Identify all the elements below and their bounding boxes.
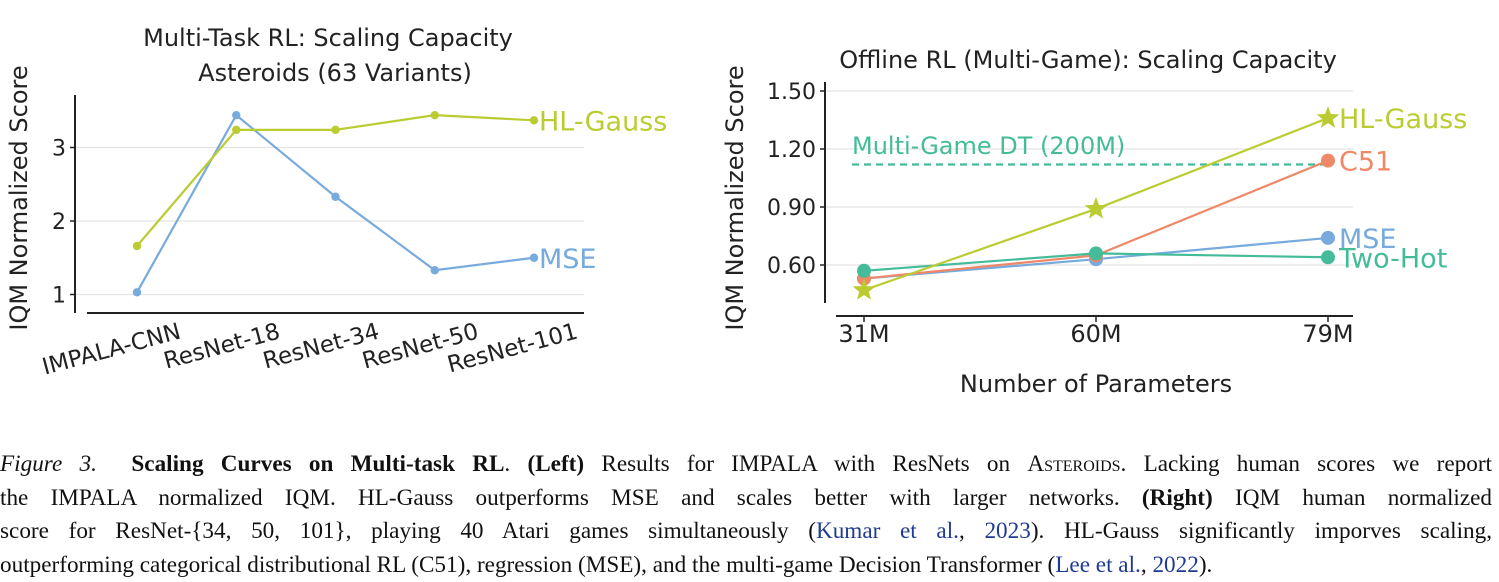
right-series-lines <box>852 106 1340 300</box>
right-point-c51-79m <box>1321 153 1335 168</box>
left-x-ticks: IMPALA-CNNResNet-18ResNet-34ResNet-50Res… <box>40 319 581 381</box>
right-xtick-label-31m: 31M <box>838 320 889 348</box>
right-x-axis-label: Number of Parameters <box>960 370 1232 398</box>
right-xtick-label-79m: 79M <box>1302 320 1353 348</box>
caption-line2-b: IQM human normalized <box>1212 484 1493 511</box>
caption-line-3: score for ResNet-{34, 50, 101}, playing … <box>0 515 1492 549</box>
caption-comma-1: , <box>958 518 985 544</box>
left-point-hl-gauss-resnet-18 <box>232 125 241 135</box>
left-point-mse-resnet-34 <box>331 192 340 201</box>
citation-lee[interactable]: Lee et al. <box>1055 551 1141 578</box>
right-point-hl-gauss-79m <box>1316 106 1340 128</box>
left-point-hl-gauss-impala-cnn <box>132 241 142 251</box>
right-chart-title: Offline RL (Multi-Game): Scaling Capacit… <box>839 46 1337 74</box>
caption-line4-a: outperforming categorical distributional… <box>0 551 1056 578</box>
left-line-hl-gauss <box>136 114 535 247</box>
left-chart-subtitle: Asteroids (63 Variants) <box>198 59 472 87</box>
right-series-labels: MSE C51 Two-Hot HL-Gauss <box>1338 104 1467 274</box>
caption-line2-a: the IMPALA normalized IQM. HL-Gauss outp… <box>0 484 1142 511</box>
left-point-hl-gauss-resnet-50 <box>430 110 439 120</box>
caption-left-text-2: . Lacking human scores we report <box>1120 451 1493 477</box>
left-series-label-mse: MSE <box>539 244 597 275</box>
left-ytick-label-3: 3 <box>52 137 66 162</box>
right-point-mse-79m <box>1321 230 1335 245</box>
caption-asteroids: Asteroids <box>1027 451 1121 477</box>
right-ytick-label-1-50: 1.50 <box>767 80 816 105</box>
right-point-two-hot-60m <box>1089 246 1103 261</box>
caption-line3-a: score for ResNet-{34, 50, 101}, playing … <box>0 518 816 544</box>
caption-line-4: outperforming categorical distributional… <box>0 549 1492 582</box>
right-x-ticks: 31M 60M 79M <box>838 316 1354 348</box>
citation-kumar-year[interactable]: 2023 <box>984 518 1031 544</box>
caption-period: . <box>504 451 511 477</box>
right-series-label-two-hot: Two-Hot <box>1338 243 1447 274</box>
right-series-label-mse: MSE <box>1339 224 1397 255</box>
right-ytick-label-0-90: 0.90 <box>767 196 816 221</box>
left-point-hl-gauss-resnet-101 <box>529 116 539 125</box>
figure-caption: Figure 3. Scaling Curves on Multi-task R… <box>0 448 1492 582</box>
caption-line-1: Figure 3. Scaling Curves on Multi-task R… <box>0 448 1492 482</box>
caption-comma-2: , <box>1140 551 1153 578</box>
caption-left-text-1: Results for IMPALA with ResNets on <box>584 451 1028 477</box>
right-y-axis-label: IQM Normalized Score <box>721 65 749 330</box>
right-grid <box>825 90 1353 266</box>
left-series-labels: MSE HL-Gauss <box>539 106 667 274</box>
left-ytick-label-2: 2 <box>52 210 66 235</box>
left-point-mse-resnet-101 <box>529 253 539 262</box>
left-y-axis-label: IQM Normalized Score <box>5 65 33 330</box>
left-series-label-hl-gauss: HL-Gauss <box>539 106 667 137</box>
right-ytick-label-1-20: 1.20 <box>767 138 816 163</box>
figure: Multi-Task RL: Scaling Capacity Asteroid… <box>5 24 1467 398</box>
caption-line3-b: ). HL-Gauss significantly imporves scali… <box>1030 518 1493 544</box>
citation-lee-year[interactable]: 2022 <box>1152 551 1199 578</box>
caption-right-label: (Right) <box>1141 484 1213 511</box>
right-xtick-label-60m: 60M <box>1070 320 1121 348</box>
caption-figure-label: Figure 3. <box>0 451 97 477</box>
right-point-hl-gauss-60m <box>1084 196 1108 219</box>
left-chart: Multi-Task RL: Scaling Capacity Asteroid… <box>5 24 667 381</box>
reference-line-label: Multi-Game DT (200M) <box>852 132 1125 160</box>
left-y-ticks: 1 2 3 <box>52 137 75 309</box>
left-point-hl-gauss-resnet-34 <box>331 125 340 135</box>
right-series-label-c51: C51 <box>1339 147 1392 178</box>
citation-kumar[interactable]: Kumar et al. <box>815 518 959 544</box>
right-series-label-hl-gauss: HL-Gauss <box>1339 104 1467 135</box>
right-point-hl-gauss-31m <box>852 278 876 300</box>
left-series-lines <box>132 110 539 297</box>
right-y-ticks: 0.60 0.90 1.20 1.50 <box>767 80 825 279</box>
left-point-mse-impala-cnn <box>132 288 142 297</box>
left-chart-title: Multi-Task RL: Scaling Capacity <box>143 24 513 52</box>
caption-line-2: the IMPALA normalized IQM. HL-Gauss outp… <box>0 482 1492 516</box>
left-grid <box>75 146 584 296</box>
caption-line4-b: ). <box>1198 551 1213 578</box>
right-chart: Offline RL (Multi-Game): Scaling Capacit… <box>721 46 1467 398</box>
right-point-two-hot-31m <box>857 263 871 278</box>
caption-bold-title: Scaling Curves on Multi-task RL <box>131 451 505 477</box>
right-ytick-label-0-60: 0.60 <box>767 254 816 279</box>
right-point-two-hot-79m <box>1321 250 1335 265</box>
left-point-mse-resnet-18 <box>232 110 241 120</box>
left-ytick-label-1: 1 <box>52 284 66 309</box>
left-point-mse-resnet-50 <box>430 266 439 275</box>
caption-left-label: (Left) <box>527 451 585 477</box>
left-line-mse <box>136 113 535 293</box>
